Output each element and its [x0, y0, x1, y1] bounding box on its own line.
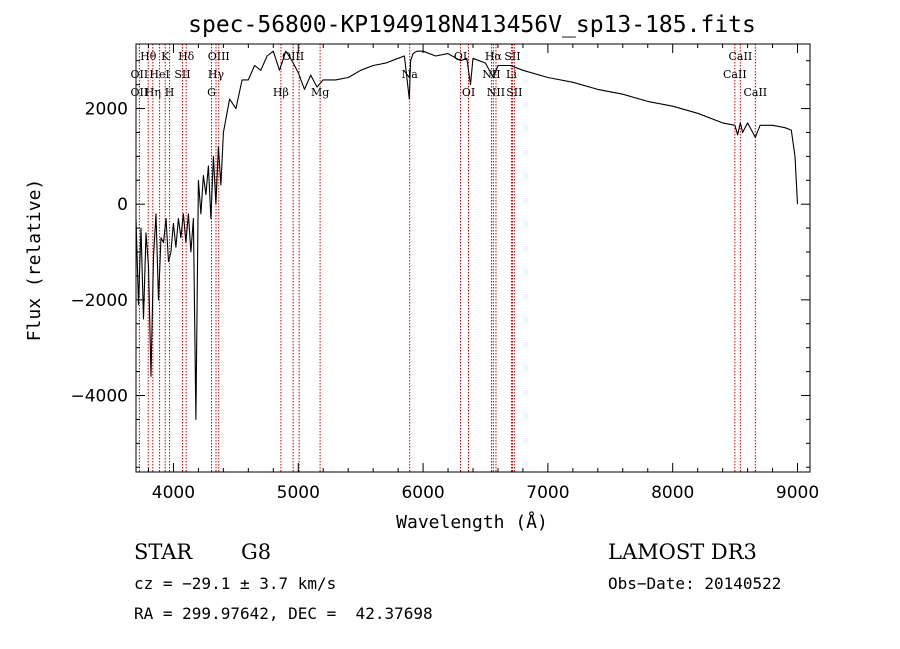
line-id-label: CaII — [743, 86, 767, 99]
x-tick-label: 5000 — [277, 483, 320, 503]
line-id-label: Hθ — [140, 50, 157, 63]
y-tick-label: 2000 — [85, 100, 128, 120]
y-tick-label: −2000 — [70, 291, 128, 311]
spectral-subclass: G8 — [241, 540, 272, 564]
line-id-label: SII — [506, 86, 522, 99]
survey-name: LAMOST DR3 — [608, 540, 757, 564]
line-id-label: OII — [131, 86, 149, 99]
spectrum-series-line — [135, 50, 799, 420]
line-id-label: CaII — [723, 68, 747, 81]
line-id-label: HeI — [149, 68, 169, 81]
line-id-label: Hη — [145, 86, 161, 99]
x-tick-label: 7000 — [526, 483, 569, 503]
line-id-label: Hγ — [208, 68, 225, 81]
line-id-label: H — [165, 86, 175, 99]
obs-date: Obs−Date: 20140522 — [608, 574, 782, 593]
line-id-label: OI — [462, 86, 475, 99]
line-id-label: OIII — [208, 50, 230, 63]
line-id-label: SII — [174, 68, 190, 81]
line-id-label: G — [207, 86, 216, 99]
line-id-label: Hδ — [178, 50, 195, 63]
chart-title: spec-56800-KP194918N413456V_sp13-185.fit… — [188, 12, 756, 38]
line-id-label: OII — [131, 68, 149, 81]
x-tick-label: 4000 — [152, 483, 195, 503]
y-axis-label: Flux (relative) — [24, 179, 45, 342]
x-axis-label: Wavelength (Å) — [396, 511, 548, 533]
line-id-label: Hβ — [273, 86, 289, 99]
plot-frame — [135, 43, 811, 473]
line-id-label: K — [161, 50, 170, 63]
line-id-label: SII — [504, 50, 520, 63]
x-tick-label: 6000 — [401, 483, 444, 503]
y-tick-label: 0 — [117, 195, 128, 215]
plot-layer — [135, 43, 811, 473]
line-id-label: Li — [506, 68, 517, 81]
x-tick-label: 9000 — [776, 483, 819, 503]
y-axis: −4000 −2000 0 2000 — [70, 60, 810, 468]
object-class: STAR — [134, 540, 193, 564]
line-id-label: Hα — [485, 50, 503, 63]
coordinates: RA = 299.97642, DEC = 42.37698 — [134, 604, 433, 623]
redshift-text: cz = −29.1 ± 3.7 km/s — [134, 574, 337, 593]
line-id-label: Mg — [311, 86, 329, 99]
x-tick-label: 8000 — [651, 483, 694, 503]
y-tick-label: −4000 — [70, 386, 128, 406]
line-id-label: CaII — [729, 50, 753, 63]
line-id-label: NII — [487, 86, 505, 99]
x-axis: 4000 5000 6000 7000 8000 9000 — [147, 44, 819, 503]
